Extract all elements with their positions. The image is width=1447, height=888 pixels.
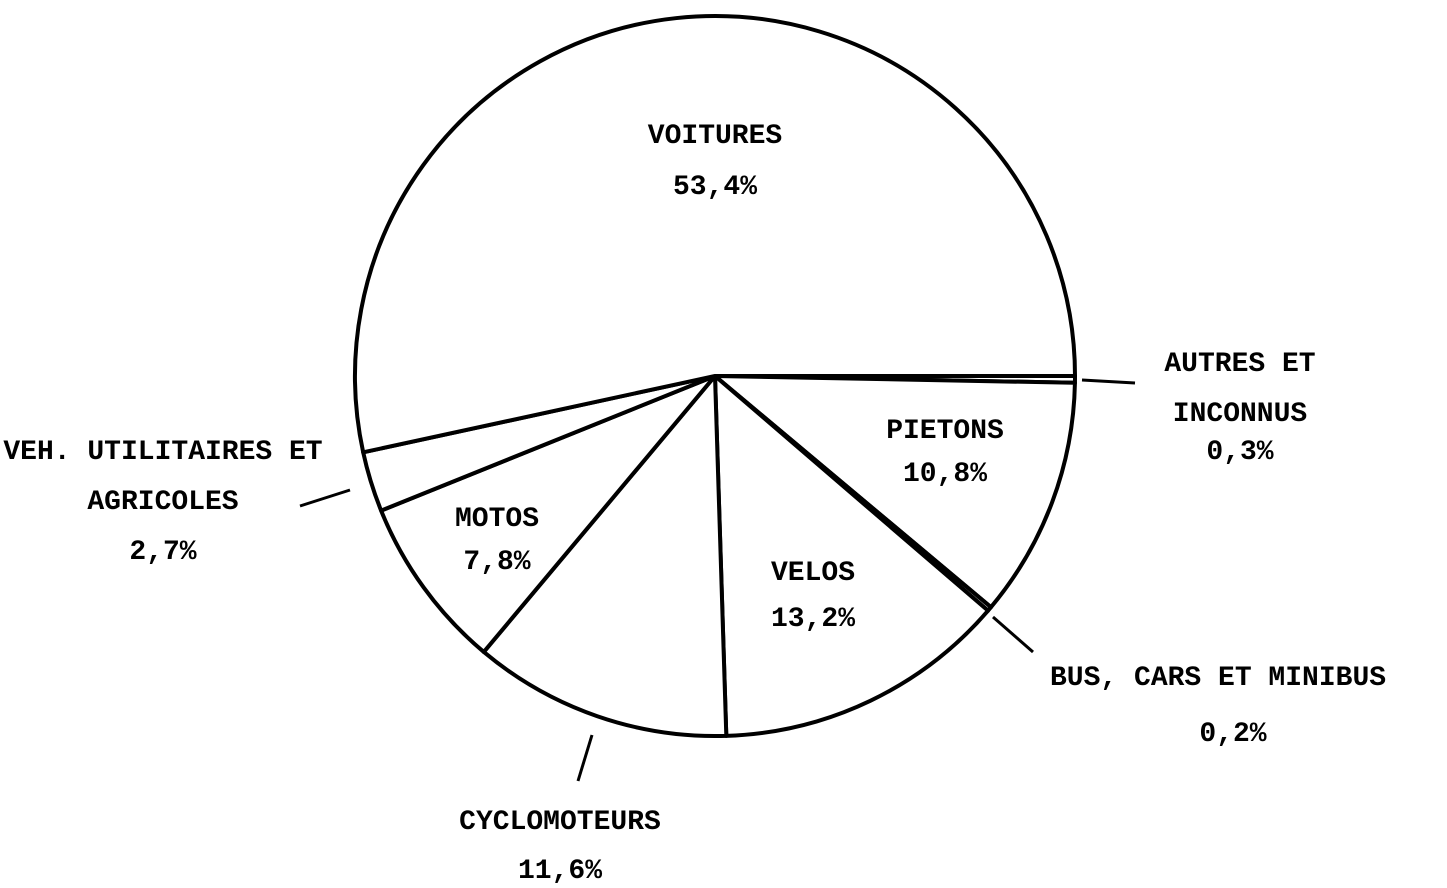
leader-line [299,488,351,508]
slice-label: MOTOS [454,504,539,535]
leader-line [1081,378,1136,385]
slice-label: VELOS [770,558,855,589]
slice-value-label: 10,8% [902,459,987,490]
slice-label: CYCLOMOTEURS [459,807,661,838]
slice-label: VEH. UTILITAIRES ET AGRICOLES [3,437,323,518]
slice-value-label: 0,3% [1206,437,1274,468]
pie-slice [481,374,729,738]
slice-label: VOITURES [647,121,783,152]
pie-slice [379,374,717,654]
leader-line [576,734,594,782]
slice-value-label: 53,4% [672,172,757,203]
slice-value-label: 2,7% [129,537,197,568]
pie-slice [713,374,1077,610]
leader-lines [299,378,1136,782]
leader-line [992,615,1034,654]
slice-value-label: 7,8% [463,547,531,578]
slice-value-label: 11,6% [517,856,602,887]
pie-slice [713,374,991,738]
pie-slice [353,14,1077,455]
slice-value-label: 0,2% [1199,719,1267,750]
slice-label: AUTRES ET INCONNUS [1164,349,1316,430]
slice-label: PIETONS [886,416,1004,447]
slice-label: BUS, CARS ET MINIBUS [1050,663,1387,694]
slice-value-label: 13,2% [770,604,855,635]
